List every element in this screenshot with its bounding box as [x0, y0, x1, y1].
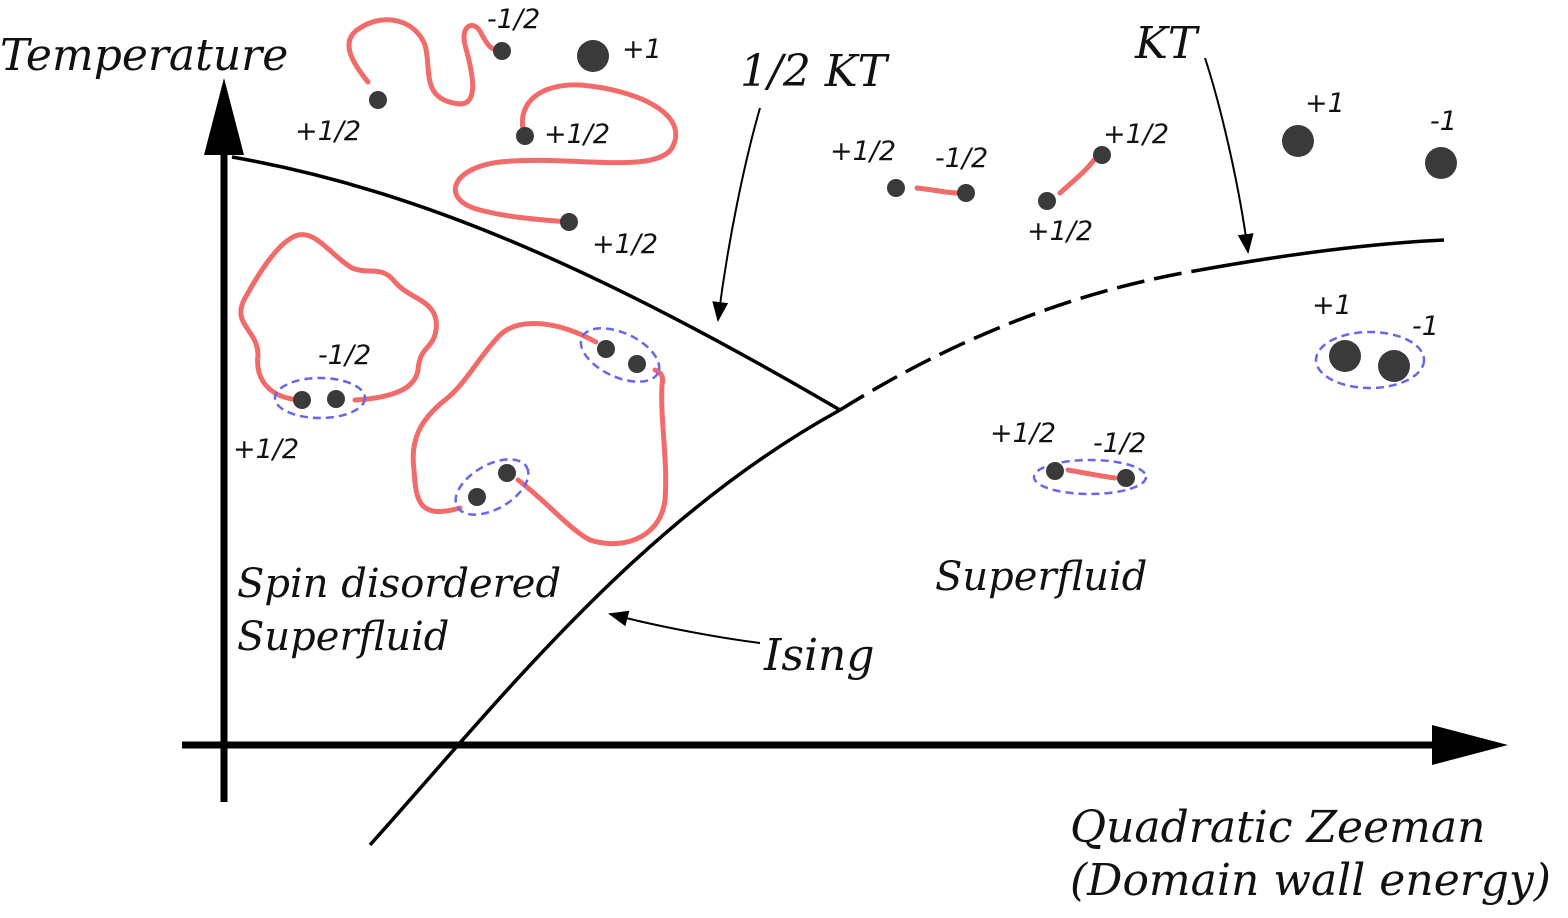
charge-label: +1/2 [990, 418, 1056, 449]
ising-pointer [608, 610, 761, 644]
domain-wall-loop [238, 232, 439, 403]
charge-label: +1/2 [295, 116, 361, 147]
charge-label: +1 [1312, 290, 1352, 321]
full-vortex [1378, 350, 1410, 382]
domain-wall-string [1057, 157, 1097, 196]
charge-label: +1/2 [830, 136, 896, 167]
half-vortex [493, 42, 511, 60]
vortex-pair-ring [1032, 458, 1148, 496]
half-vortex [1038, 192, 1056, 210]
spin-disordered-label: Spin disordered [237, 561, 561, 607]
vortex-pair-ring [454, 458, 530, 516]
full-vortex [1329, 340, 1361, 372]
domain-wall-string [452, 82, 679, 225]
full-vortex [1425, 147, 1457, 179]
half-vortex [1117, 469, 1135, 487]
ising-boundary [368, 408, 841, 847]
half-vortex [957, 184, 975, 202]
half-vortex [628, 355, 646, 373]
charge-label: +1 [1305, 88, 1345, 119]
charge-label: +1/2 [1027, 216, 1093, 247]
domain-wall-string [346, 17, 503, 107]
charge-label: -1/2 [1093, 428, 1146, 459]
full-vortex [1282, 125, 1314, 157]
half-vortex [1093, 146, 1111, 164]
half-vortex [516, 127, 534, 145]
half-vortex [887, 179, 905, 197]
half-kt-boundary [231, 155, 841, 412]
charge-label: -1 [1412, 311, 1439, 342]
ising-label: Ising [763, 630, 875, 681]
kt-pointer [1204, 57, 1254, 254]
charge-label: -1/2 [935, 143, 988, 174]
spin-disordered-sublabel: Superfluid [237, 614, 449, 660]
charge-label: +1/2 [233, 434, 299, 465]
charge-label: +1/2 [592, 229, 658, 260]
domain-wall-loop [410, 321, 599, 515]
charge-label: +1 [622, 34, 662, 65]
x-axis-arrowhead [1432, 725, 1508, 765]
superfluid-label: Superfluid [935, 554, 1147, 600]
y-axis-label: Temperature [0, 30, 288, 81]
half-vortex [293, 391, 311, 409]
domain-wall-loop [515, 367, 669, 547]
vortex-pair-ring [1314, 330, 1426, 390]
kt-boundary-solid [1199, 238, 1445, 272]
x-axis-label: Quadratic Zeeman [1070, 802, 1485, 853]
kt-label: KT [1134, 18, 1201, 69]
charge-label: -1 [1430, 106, 1457, 137]
half-vortex [327, 390, 345, 408]
domain-wall-string [1065, 467, 1118, 481]
half-vortex [498, 464, 516, 482]
half-vortex [369, 91, 387, 109]
kt-boundary-dashed [839, 268, 1201, 412]
full-vortex [577, 40, 609, 72]
half-kt-pointer [712, 107, 761, 322]
charge-label: -1/2 [318, 340, 371, 371]
x-axis-sublabel: (Domain wall energy) [1070, 855, 1551, 906]
y-axis-arrowhead [204, 78, 244, 155]
vortex-pair-ring [579, 327, 661, 383]
half-kt-label: 1/2 KT [740, 46, 891, 97]
half-vortex [468, 488, 486, 506]
half-vortex [1046, 462, 1064, 480]
vortex-pair-ring [273, 376, 367, 420]
domain-wall-string [914, 185, 960, 196]
charge-label: +1/2 [1103, 119, 1169, 150]
charge-label: +1/2 [544, 119, 610, 150]
charge-label: -1/2 [487, 4, 540, 35]
half-vortex [560, 213, 578, 231]
half-vortex [597, 340, 615, 358]
